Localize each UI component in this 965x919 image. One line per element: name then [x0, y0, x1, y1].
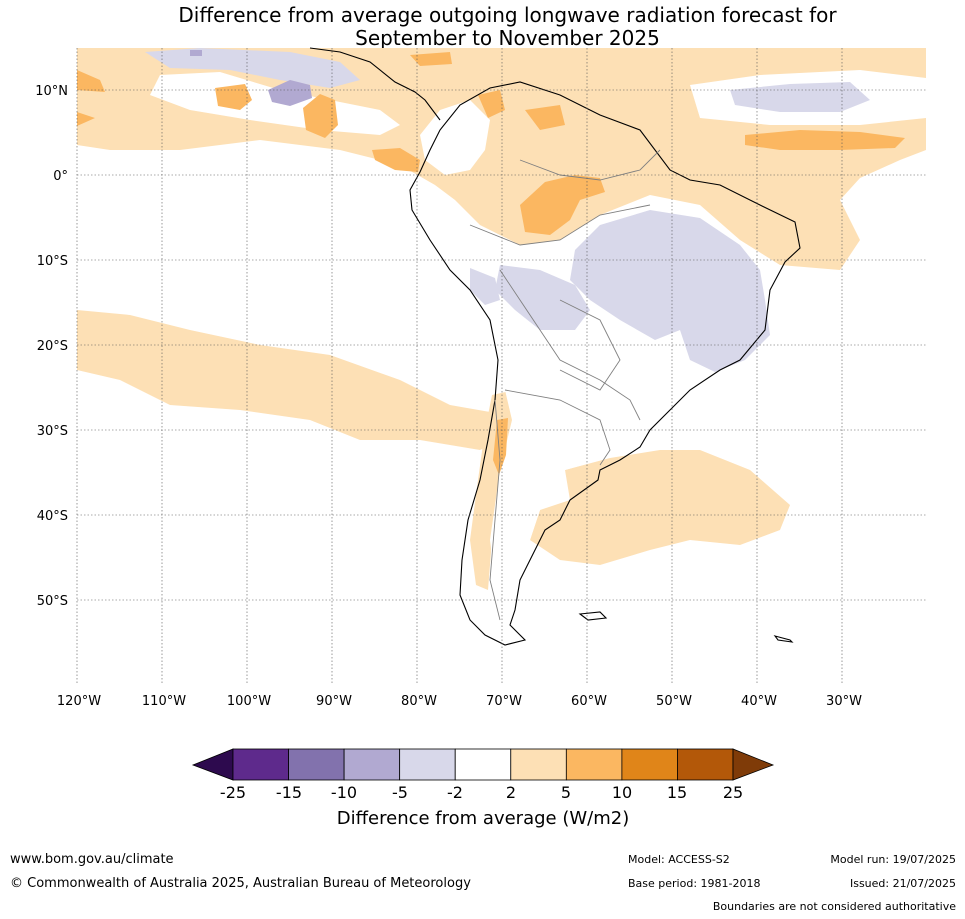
colorbar-box — [454, 748, 512, 781]
colorbar-tick: 15 — [667, 783, 687, 802]
colorbar-tick: 2 — [506, 783, 516, 802]
map-title: Difference from average outgoing longwav… — [0, 4, 965, 50]
central-america-coastline — [309, 47, 441, 121]
footer-model: Model: ACCESS-S2 — [628, 853, 730, 866]
lon-label: 120°W — [57, 694, 101, 709]
footer-disclaimer: Boundaries are not considered authoritat… — [712, 900, 956, 913]
colorbar-tick: -15 — [276, 783, 302, 802]
anomaly-caribbean-positive — [410, 52, 452, 66]
lat-label: 30°S — [37, 424, 68, 439]
colorbar-extend-low — [191, 748, 234, 781]
footer-base-period: Base period: 1981-2018 — [628, 877, 761, 890]
anomaly-pacific-positive-1 — [215, 84, 252, 110]
anomaly-pacific-negative — [145, 48, 360, 88]
lon-label: 70°W — [486, 694, 522, 709]
anomaly-amazon-positive — [520, 175, 605, 235]
latitude-labels: 10°N 0° 10°S 20°S 30°S 40°S 50°S — [35, 84, 68, 609]
colorbar: -25 -15 -10 -5 -2 2 5 10 15 25 — [191, 748, 775, 802]
colorbar-tick: -5 — [392, 783, 408, 802]
anomaly-pacific-positive-3 — [372, 148, 420, 172]
anomaly-brazil-negative — [570, 210, 770, 372]
anomaly-atlantic-negative — [730, 82, 870, 112]
anomaly-pacific-negative-core-2 — [190, 50, 202, 56]
lat-label: 10°S — [37, 254, 68, 269]
lon-label: 60°W — [571, 694, 607, 709]
country-borders — [469, 149, 661, 621]
anomaly-south-atlantic — [530, 450, 790, 565]
anomaly-bolivia-negative — [495, 265, 590, 330]
lat-label: 10°N — [35, 84, 68, 99]
neutral-colombia-patch — [420, 100, 490, 175]
colorbar-tick: -10 — [331, 783, 357, 802]
lat-label: 0° — [53, 169, 68, 184]
colorbar-box — [343, 748, 401, 781]
border-line — [504, 389, 611, 466]
lon-label: 90°W — [316, 694, 352, 709]
colorbar-ticks: -25 -15 -10 -5 -2 2 5 10 15 25 — [220, 783, 743, 802]
lon-label: 40°W — [741, 694, 777, 709]
falkland-islands — [578, 611, 608, 621]
colorbar-boxes — [232, 748, 734, 781]
lat-label: 40°S — [37, 509, 68, 524]
colorbar-box — [677, 748, 734, 781]
colorbar-tick: 5 — [561, 783, 571, 802]
anomaly-peru-negative — [470, 268, 500, 305]
colorbar-box — [510, 748, 567, 781]
colorbar-box — [232, 748, 289, 781]
anomaly-atlantic-positive — [745, 130, 905, 150]
footer-copyright: © Commonwealth of Australia 2025, Austra… — [10, 876, 471, 891]
title-line-2: September to November 2025 — [355, 26, 660, 50]
anomaly-venezuela-positive — [478, 90, 505, 118]
lon-label: 50°W — [656, 694, 692, 709]
anomaly-west-edge-positive — [77, 70, 105, 92]
colorbar-box — [288, 748, 345, 781]
graticule — [76, 48, 926, 684]
border-line — [489, 399, 501, 621]
anomaly-chile-positive — [493, 418, 508, 475]
border-line — [469, 204, 651, 246]
colorbar-title: Difference from average (W/m2) — [336, 808, 630, 829]
anomaly-guyana-positive — [525, 105, 565, 130]
colorbar-box — [399, 748, 456, 781]
longitude-labels: 120°W 110°W 100°W 90°W 80°W 70°W 60°W 50… — [57, 694, 862, 709]
neutral-pacific-patch — [150, 72, 400, 135]
colorbar-tick: 10 — [612, 783, 632, 802]
lon-label: 100°W — [227, 694, 271, 709]
border-line — [559, 299, 621, 391]
colorbar-tick: -2 — [447, 783, 463, 802]
colorbar-tick: -25 — [220, 783, 246, 802]
border-line — [519, 149, 661, 181]
colorbar-extend-high — [732, 748, 775, 781]
anomaly-pacific-positive-2 — [303, 94, 338, 138]
map-panel: 10°N 0° 10°S 20°S 30°S 40°S 50°S 120°W 1… — [35, 47, 926, 709]
south-georgia — [773, 635, 794, 643]
border-line — [499, 269, 641, 421]
footer-issued: Issued: 21/07/2025 — [849, 877, 956, 890]
lon-label: 30°W — [826, 694, 862, 709]
anomaly-pacific-negative-core — [268, 80, 312, 106]
colorbar-box — [565, 748, 623, 781]
title-line-1: Difference from average outgoing longwav… — [178, 3, 837, 27]
lon-label: 80°W — [401, 694, 437, 709]
lat-label: 20°S — [37, 339, 68, 354]
lon-label: 110°W — [142, 694, 186, 709]
anomaly-west-edge-positive-2 — [77, 112, 95, 126]
footer-url: www.bom.gov.au/climate — [10, 852, 174, 867]
footer-model-run: Model run: 19/07/2025 — [830, 853, 956, 866]
colorbar-box — [621, 748, 678, 781]
colorbar-tick: 25 — [723, 783, 743, 802]
lat-label: 50°S — [37, 594, 68, 609]
